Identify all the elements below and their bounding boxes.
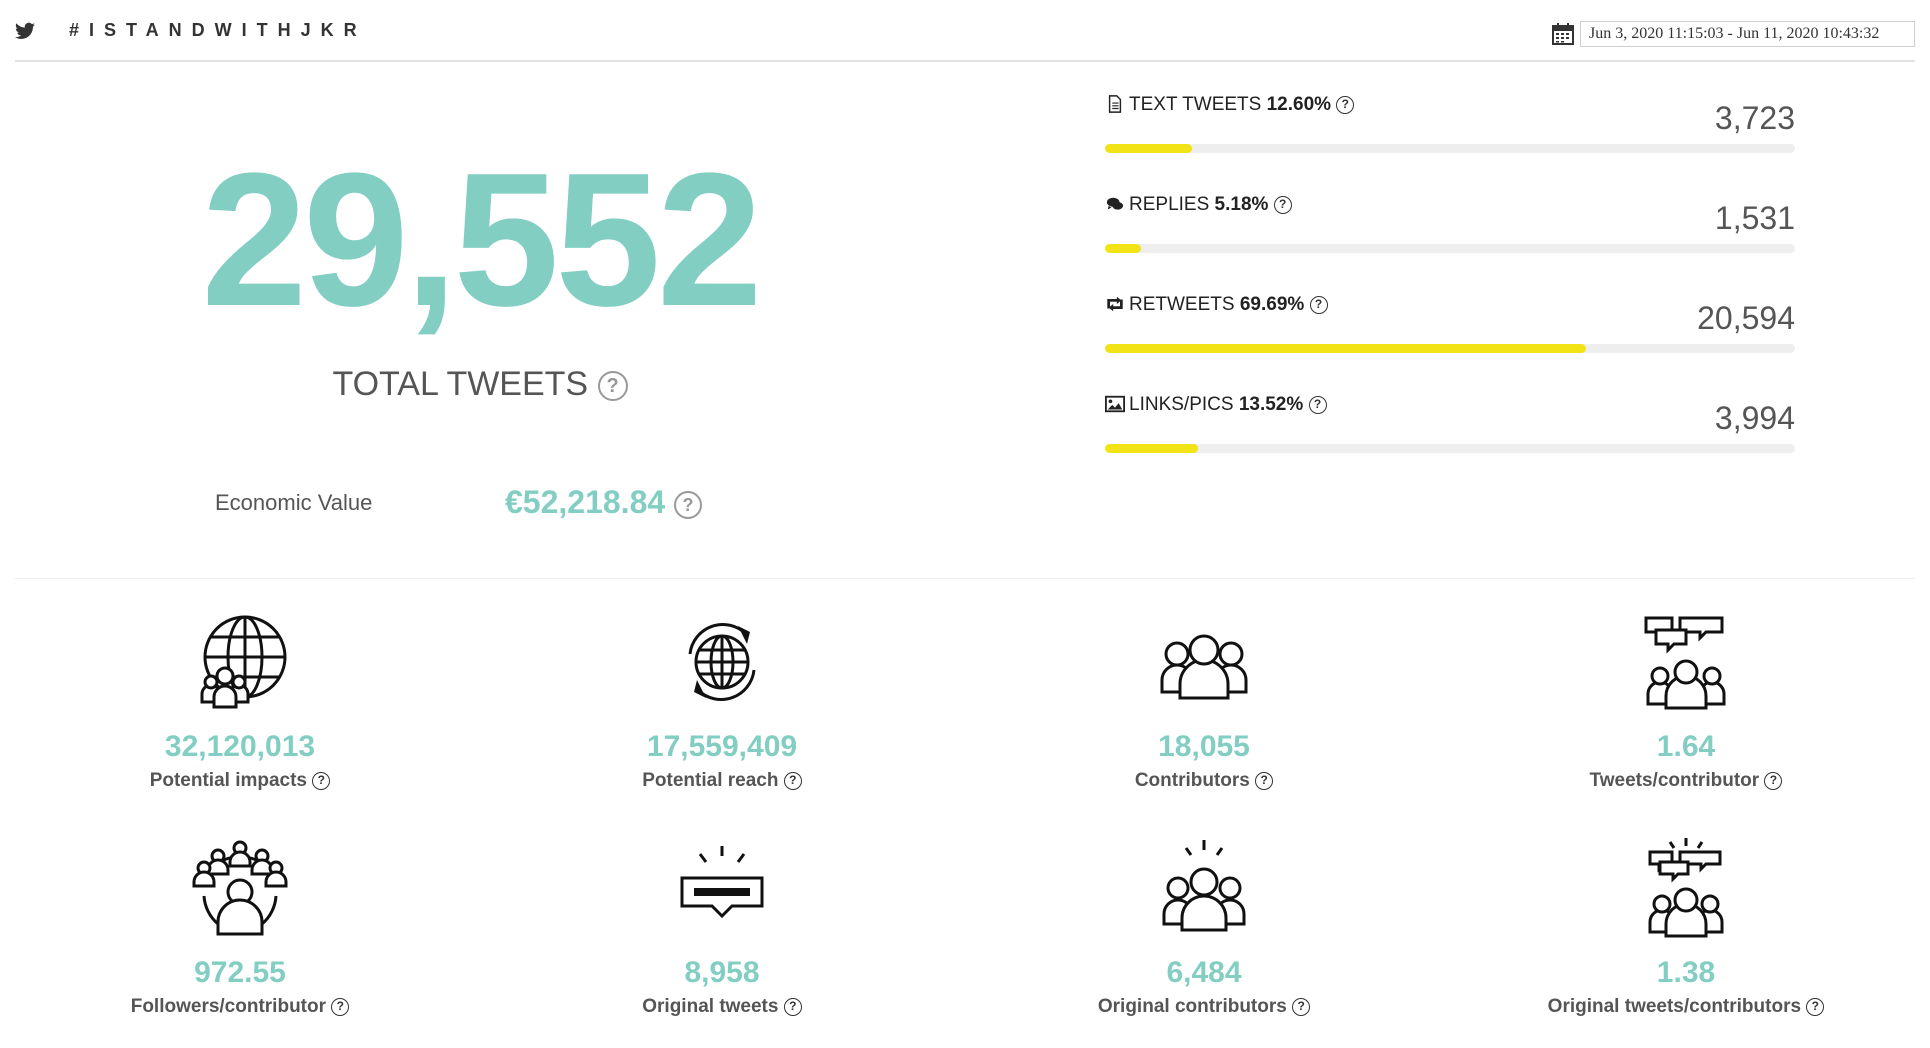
economic-value-amount: €52,218.84	[505, 484, 666, 520]
help-icon[interactable]: ?	[783, 997, 802, 1016]
metric-name: LINKS/PICS	[1129, 394, 1234, 415]
economic-value-label: Economic Value	[215, 490, 373, 515]
stat-label: Tweets/contributor ?	[1446, 770, 1926, 792]
metric-value: 3,723	[1714, 100, 1795, 136]
metric-name: TEXT TWEETS	[1129, 94, 1262, 115]
stat-label: Potential impacts ?	[0, 770, 480, 792]
help-icon[interactable]: ?	[1309, 295, 1328, 314]
progress-track	[1105, 444, 1795, 453]
metric-label: RETWEETS 69.69% ?	[1105, 294, 1328, 316]
stat-label: Original tweets/contributors ?	[1446, 996, 1926, 1018]
stat-label-text: Contributors	[1134, 770, 1250, 791]
page-title: #ISTANDWITHJKR	[69, 20, 367, 40]
progress-fill	[1105, 244, 1141, 253]
total-tweets-caption: TOTAL TWEETS	[332, 365, 589, 403]
total-tweets-label: TOTAL TWEETS ?	[0, 365, 960, 404]
metric-percent: 69.69%	[1239, 294, 1305, 315]
stat-label-text: Followers/contributor	[130, 996, 326, 1017]
stat-contributors: 18,055 Contributors ?	[964, 612, 1444, 792]
stat-label: Original tweets ?	[482, 996, 962, 1018]
metric-value: 3,994	[1714, 400, 1795, 436]
header-bar: #ISTANDWITHJKR Jun 3, 2020 11:15:03 - Ju…	[15, 0, 1915, 62]
stat-label: Followers/contributor ?	[0, 996, 480, 1018]
metric-percent: 5.18%	[1214, 194, 1269, 215]
help-icon[interactable]: ?	[1308, 395, 1327, 414]
metric-label: REPLIES 5.18% ?	[1105, 194, 1292, 216]
stat-value: 1.38	[1656, 956, 1716, 989]
metric-value: 1,531	[1714, 200, 1795, 236]
stat-original-tweets: 8,958 Original tweets ?	[482, 838, 962, 1018]
help-icon[interactable]: ?	[1273, 195, 1292, 214]
help-icon[interactable]: ?	[1764, 771, 1783, 790]
stat-value: 6,484	[1166, 956, 1242, 989]
progress-fill	[1105, 344, 1586, 353]
stat-original-contributors: 6,484 Original contributors ?	[964, 838, 1444, 1018]
metric-label: LINKS/PICS 13.52% ?	[1105, 394, 1327, 416]
stat-value: 972.55	[194, 956, 286, 989]
stat-followers-per-contributor: 972.55 Followers/contributor ?	[0, 838, 480, 1018]
stat-value: 8,958	[684, 956, 760, 989]
stat-label-text: Original contributors	[1097, 996, 1287, 1017]
help-icon[interactable]: ?	[674, 490, 703, 519]
stat-tweets-per-contributor: 1.64 Tweets/contributor ?	[1446, 612, 1926, 792]
progress-track	[1105, 344, 1795, 353]
message-spark-icon	[680, 846, 764, 919]
stat-value: 17,559,409	[646, 730, 798, 763]
globe-people-icon	[200, 615, 287, 709]
metric-retweets: RETWEETS 69.69% ? 20,594	[1105, 294, 1795, 374]
help-icon[interactable]: ?	[1336, 95, 1355, 114]
twitter-bird-icon	[15, 22, 35, 39]
stat-original-tweets-per-contributor: 1.38 Original tweets/contributors ?	[1446, 838, 1926, 1018]
stat-label: Contributors ?	[964, 770, 1444, 792]
stat-label: Potential reach ?	[482, 770, 962, 792]
metric-name: RETWEETS	[1129, 294, 1235, 315]
help-icon[interactable]: ?	[597, 371, 628, 402]
stat-potential-reach: 17,559,409 Potential reach ?	[482, 612, 962, 792]
stat-label-text: Original tweets	[642, 996, 779, 1017]
globe-refresh-icon	[688, 623, 756, 701]
stat-label-text: Original tweets/contributors	[1547, 996, 1802, 1017]
total-tweets-value: 29,552	[201, 134, 762, 346]
metric-name: REPLIES	[1129, 194, 1210, 215]
stat-potential-impacts: 32,120,013 Potential impacts ?	[0, 612, 480, 792]
metric-text-tweets: TEXT TWEETS 12.60% ? 3,723	[1105, 94, 1795, 174]
metric-links-pics: LINKS/PICS 13.52% ? 3,994	[1105, 394, 1795, 474]
stat-label-text: Tweets/contributor	[1589, 770, 1760, 791]
help-icon[interactable]: ?	[1806, 997, 1825, 1016]
help-icon[interactable]: ?	[331, 997, 350, 1016]
section-divider	[15, 578, 1915, 579]
group-chat-spark-icon	[1648, 838, 1724, 938]
group-icon	[1160, 634, 1248, 700]
metric-replies: REPLIES 5.18% ? 1,531	[1105, 194, 1795, 274]
progress-fill	[1105, 144, 1192, 153]
stat-value: 32,120,013	[164, 730, 316, 763]
progress-track	[1105, 144, 1795, 153]
date-range-field[interactable]: Jun 3, 2020 11:15:03 - Jun 11, 2020 10:4…	[1580, 21, 1915, 47]
speech-bubbles-icon	[1106, 197, 1124, 210]
help-icon[interactable]: ?	[1255, 771, 1274, 790]
metric-percent: 13.52%	[1238, 394, 1304, 415]
stat-value: 1.64	[1656, 730, 1716, 763]
group-chat-icon	[1644, 616, 1726, 710]
stat-value: 18,055	[1158, 730, 1250, 763]
stat-label-text: Potential impacts	[149, 770, 308, 791]
metric-label: TEXT TWEETS 12.60% ?	[1105, 94, 1355, 116]
progress-track	[1105, 244, 1795, 253]
network-people-icon	[192, 840, 288, 936]
economic-value: €52,218.84 ?	[505, 484, 703, 521]
document-icon	[1108, 95, 1122, 113]
metric-percent: 12.60%	[1266, 94, 1332, 115]
image-icon	[1105, 395, 1125, 413]
help-icon[interactable]: ?	[1292, 997, 1311, 1016]
help-icon[interactable]: ?	[312, 771, 331, 790]
stat-label-text: Potential reach	[642, 770, 779, 791]
metric-value: 20,594	[1697, 300, 1795, 336]
group-spark-icon	[1162, 840, 1246, 932]
help-icon[interactable]: ?	[783, 771, 802, 790]
calendar-icon[interactable]	[1551, 22, 1575, 46]
retweet-icon	[1107, 296, 1123, 312]
stat-label: Original contributors ?	[964, 996, 1444, 1018]
progress-fill	[1105, 444, 1199, 453]
